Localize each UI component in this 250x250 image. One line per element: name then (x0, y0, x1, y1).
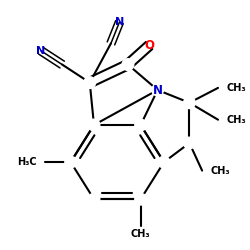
Circle shape (88, 194, 100, 205)
Text: CH₃: CH₃ (210, 166, 230, 175)
Circle shape (152, 84, 164, 96)
Text: N: N (115, 17, 124, 27)
Text: N: N (36, 46, 46, 56)
Circle shape (184, 137, 195, 149)
Circle shape (184, 97, 195, 108)
Text: CH₃: CH₃ (131, 229, 150, 239)
Circle shape (158, 156, 170, 168)
Text: CH₃: CH₃ (226, 83, 246, 93)
Text: CH₃: CH₃ (226, 115, 246, 125)
Circle shape (122, 59, 134, 70)
Circle shape (88, 119, 100, 131)
Text: N: N (152, 84, 162, 96)
Circle shape (135, 119, 146, 131)
Text: H₃C: H₃C (17, 157, 37, 167)
Circle shape (84, 77, 96, 88)
Circle shape (135, 194, 146, 205)
Circle shape (65, 156, 76, 168)
Text: O: O (144, 39, 154, 52)
